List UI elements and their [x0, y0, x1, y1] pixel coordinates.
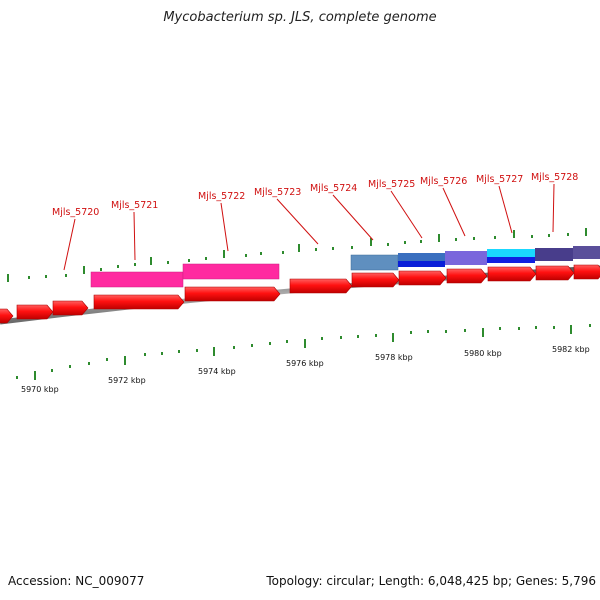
feature-block [535, 248, 573, 261]
cds-arrow [535, 265, 575, 281]
gene-label: Mjls_5727 [476, 174, 523, 185]
kbp-label: 5982 kbp [552, 345, 590, 354]
cds-arrow [446, 268, 488, 284]
cds-arrow [93, 294, 185, 310]
gene-label-leader [442, 187, 466, 237]
kbp-label: 5976 kbp [286, 359, 324, 368]
gene-label: Mjls_5725 [368, 179, 415, 190]
cds-arrow [289, 278, 353, 294]
cds-arrow [487, 266, 537, 282]
feature-block [573, 246, 600, 259]
gene-label-leader [498, 185, 513, 234]
gene-label-leader [552, 183, 555, 233]
cds-arrow [16, 304, 54, 320]
feature-block [182, 263, 280, 280]
feature-block [487, 257, 535, 263]
kbp-label-layer: 5970 kbp 5972 kbp 5974 kbp 5976 kbp 5978 kbp… [21, 345, 590, 394]
cds-arrow [184, 286, 281, 302]
gene-label: Mjls_5720 [52, 207, 99, 218]
kbp-label: 5970 kbp [21, 385, 59, 394]
gene-label-leader [276, 198, 319, 245]
feature-block [350, 254, 399, 271]
kbp-label: 5980 kbp [464, 349, 502, 358]
cds-arrow [52, 300, 89, 316]
gene-label: Mjls_5724 [310, 183, 357, 194]
gene-label: Mjls_5722 [198, 191, 245, 202]
gene-label-leader [133, 211, 136, 261]
feature-block [487, 249, 535, 257]
cds-arrow [351, 272, 400, 288]
cds-arrow-row [0, 264, 600, 324]
feature-block [398, 261, 445, 267]
cds-arrow [0, 308, 14, 324]
gene-label-leader [390, 190, 423, 239]
kbp-label: 5974 kbp [198, 367, 236, 376]
accession-text: Accession: NC_009077 [8, 574, 145, 588]
kbp-label: 5972 kbp [108, 376, 146, 385]
tick-row-top [7, 228, 587, 282]
genome-stats-text: Topology: circular; Length: 6,048,425 bp… [266, 574, 596, 588]
tick-row-bottom [16, 324, 591, 380]
feature-block [398, 253, 445, 261]
gene-label-leader [63, 218, 76, 271]
feature-row-top [90, 246, 600, 288]
gene-label: Mjls_5728 [531, 172, 578, 183]
feature-block [90, 271, 184, 288]
cds-arrow [398, 270, 447, 286]
gene-label: Mjls_5721 [111, 200, 158, 211]
kbp-label: 5978 kbp [375, 353, 413, 362]
feature-block [445, 251, 487, 265]
map-title: Mycobacterium sp. JLS, complete genome [163, 10, 437, 25]
gene-label: Mjls_5726 [420, 176, 467, 187]
cds-arrow [573, 264, 600, 280]
gene-label-leader [332, 194, 374, 241]
gene-label-leader [220, 202, 229, 252]
gene-label-layer: Mjls_5720 Mjls_5721 Mjls_5722 Mjls_5723 Mjls… [52, 172, 578, 271]
gene-label: Mjls_5723 [254, 187, 301, 198]
